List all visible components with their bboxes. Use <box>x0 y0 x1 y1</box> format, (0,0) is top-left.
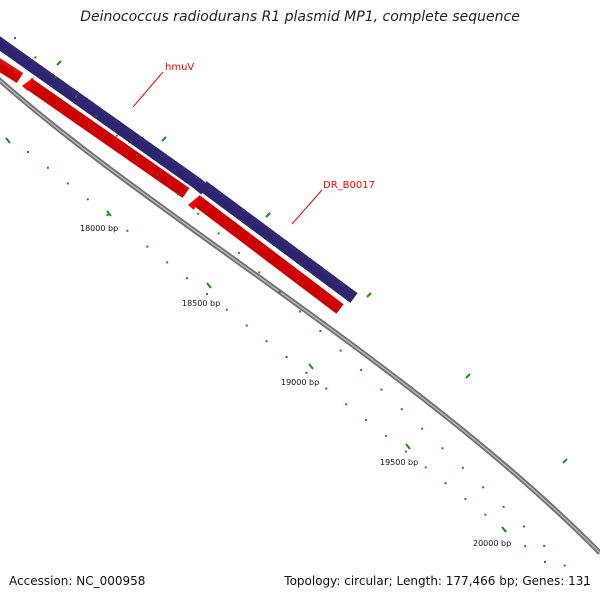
minor-tick <box>339 349 342 352</box>
minor-tick <box>285 356 288 358</box>
minor-tick <box>365 419 367 422</box>
minor-tick <box>502 505 505 508</box>
minor-tick <box>146 245 149 248</box>
minor-tick <box>522 525 525 528</box>
minor-tick <box>54 76 57 79</box>
minor-tick <box>258 271 261 274</box>
minor-tick <box>404 450 407 453</box>
sequence-backbone <box>0 77 600 555</box>
outer-scale <box>56 60 568 464</box>
minor-tick <box>380 388 383 391</box>
minor-tick <box>206 292 208 295</box>
reverse-gene-hmuV-left <box>0 58 24 84</box>
minor-tick <box>524 545 527 548</box>
scale-label-18000: 18000 bp <box>80 224 118 233</box>
minor-tick <box>360 369 363 372</box>
minor-tick <box>86 198 89 201</box>
minor-tick <box>237 251 240 254</box>
scale-label-19500: 19500 bp <box>380 458 418 467</box>
minor-tick <box>186 277 189 280</box>
minor-tick <box>106 214 109 217</box>
minor-tick <box>441 447 444 450</box>
reverse-gene-hmuV <box>24 78 190 198</box>
minor-tick <box>421 427 424 430</box>
scale-label-18500: 18500 bp <box>182 299 220 308</box>
minor-tick <box>197 212 200 215</box>
minor-tick <box>245 324 248 327</box>
minor-tick <box>484 513 487 516</box>
minor-tick <box>563 564 566 567</box>
scale-label-19000: 19000 bp <box>281 378 319 387</box>
minor-tick <box>482 486 485 489</box>
minor-tick <box>464 497 467 500</box>
minor-tick <box>543 544 546 547</box>
inner-scale <box>5 137 507 533</box>
minor-tick <box>95 115 98 118</box>
minor-tick <box>136 154 139 157</box>
map-title: Deinococcus radiodurans R1 plasmid MP1, … <box>80 9 520 25</box>
minor-tick <box>75 95 78 98</box>
label-leader-hmuV <box>132 71 164 108</box>
label-leader-DR_B0017 <box>291 189 323 225</box>
minor-tick <box>126 229 129 232</box>
minor-tick <box>444 482 447 485</box>
minor-tick <box>325 387 328 390</box>
minor-tick <box>66 182 69 185</box>
minor-tick <box>384 434 387 437</box>
minor-tick <box>299 310 301 313</box>
minor-tick <box>400 408 403 411</box>
minor-tick <box>424 466 427 469</box>
gene-label-hmuV: hmuV <box>165 62 194 73</box>
minor-tick <box>115 134 118 137</box>
minor-tick <box>584 584 586 586</box>
gene-label-DR_B0017: DR_B0017 <box>323 180 375 191</box>
minor-tick <box>156 173 159 176</box>
minor-tick <box>176 193 179 196</box>
minor-tick <box>46 166 49 169</box>
reverse-gene-DR_B0017 <box>192 195 344 314</box>
minor-tick <box>345 403 348 406</box>
forward-gene-feature <box>199 181 358 303</box>
summary-text: Topology: circular; Length: 177,466 bp; … <box>284 574 591 588</box>
minor-tick <box>225 308 228 311</box>
sequence-backbone-highlight <box>0 79 600 554</box>
minor-tick <box>461 466 464 469</box>
accession-text: Accession: NC_000958 <box>9 574 146 588</box>
minor-tick <box>278 291 281 293</box>
minor-ticks <box>14 37 586 586</box>
minor-tick <box>14 37 16 39</box>
minor-tick <box>34 56 37 59</box>
minor-tick <box>27 151 29 153</box>
minor-tick <box>504 529 507 532</box>
scale-label-20000: 20000 bp <box>473 539 511 548</box>
minor-tick <box>319 330 322 332</box>
minor-tick <box>305 371 308 374</box>
minor-tick <box>217 232 220 235</box>
reverse-gene-DR_B0017-arrowhead <box>188 195 200 210</box>
reverse-gene-hmuV-arrowhead <box>22 77 34 91</box>
minor-tick <box>544 561 546 563</box>
minor-tick <box>265 340 268 343</box>
minor-tick <box>166 261 169 264</box>
